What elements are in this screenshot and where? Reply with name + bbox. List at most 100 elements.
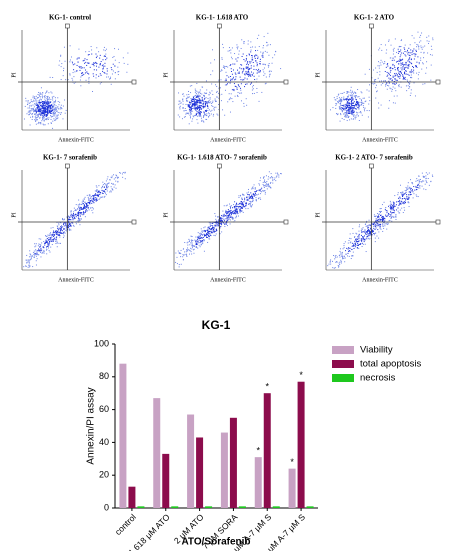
cytometry-dot	[39, 96, 41, 98]
cytometry-dot	[40, 123, 42, 125]
cytometry-dot	[375, 222, 377, 224]
cytometry-dot	[259, 197, 261, 199]
cytometry-dot	[186, 100, 188, 102]
cytometry-dot	[96, 186, 98, 188]
cytometry-dot	[72, 222, 74, 224]
cytometry-dot	[410, 92, 412, 94]
cytometry-dot	[60, 229, 62, 231]
cytometry-dot	[261, 55, 263, 57]
cytometry-dot	[248, 198, 250, 200]
cytometry-dot	[239, 208, 241, 210]
cytometry-dot	[346, 113, 348, 115]
cytometry-dot	[195, 114, 197, 116]
cytometry-dot	[397, 210, 399, 212]
cytometry-dot	[341, 107, 343, 109]
cytometry-dot	[206, 232, 208, 234]
cytometry-dot	[105, 184, 107, 186]
cytometry-dot	[228, 215, 230, 217]
cytometry-dot	[252, 72, 254, 74]
cytometry-dot	[360, 239, 362, 241]
cytometry-dot	[251, 204, 253, 206]
cytometry-dot	[423, 51, 425, 53]
cytometry-dot	[233, 211, 235, 213]
cytometry-dot	[109, 179, 111, 181]
cytometry-dot	[277, 173, 279, 175]
cytometry-dot	[382, 219, 384, 221]
cytometry-dot	[384, 220, 386, 222]
cytometry-dot	[407, 64, 409, 66]
cytometry-dot	[114, 65, 116, 67]
cytometry-dot	[46, 98, 48, 100]
cytometry-dot	[83, 198, 85, 200]
cytometry-dot	[213, 229, 215, 231]
cytometry-dot	[232, 207, 234, 209]
cytometry-dot	[221, 93, 223, 95]
cytometry-dot	[179, 102, 181, 104]
cytometry-dot	[198, 236, 200, 238]
cytometry-dot	[432, 175, 434, 177]
cytometry-dot	[93, 199, 95, 201]
cytometry-dot	[214, 98, 216, 100]
cytometry-dot	[67, 227, 69, 229]
cytometry-dot	[340, 114, 342, 116]
cytometry-dot	[225, 209, 227, 211]
cytometry-dot	[221, 220, 223, 222]
cytometry-dot	[403, 193, 405, 195]
cytometry-dot	[350, 107, 352, 109]
cytometry-dot	[198, 101, 200, 103]
cytometry-dot	[46, 111, 48, 113]
cytometry-dot	[241, 203, 243, 205]
cytometry-dot	[362, 236, 364, 238]
cytometry-dot	[79, 211, 81, 213]
cytometry-dot	[50, 101, 52, 103]
cytometry-dot	[369, 230, 371, 232]
cytometry-dot	[59, 228, 61, 230]
cytometry-dot	[53, 238, 55, 240]
cytometry-dot	[404, 50, 406, 52]
cytometry-dot	[183, 116, 185, 118]
cytometry-dot	[112, 183, 114, 185]
cytometry-dot	[86, 71, 88, 73]
cytometry-dot	[35, 109, 37, 111]
cytometry-dot	[398, 86, 400, 88]
cytometry-dot	[414, 189, 416, 191]
cytometry-dot	[199, 101, 201, 103]
cytometry-dot	[379, 227, 381, 229]
cytometry-dot	[105, 194, 107, 196]
cytometry-dot	[264, 50, 266, 52]
cytometry-dot	[229, 205, 231, 207]
cytometry-dot	[395, 209, 397, 211]
cytometry-dot	[355, 111, 357, 113]
cytometry-dot	[405, 199, 407, 201]
cytometry-dot	[29, 112, 31, 114]
cytometry-dot	[190, 116, 192, 118]
cytometry-dot	[237, 57, 239, 59]
cytometry-dot	[69, 73, 71, 75]
quadrant-handle	[217, 23, 222, 29]
cytometry-dot	[393, 50, 395, 52]
cytometry-dot	[70, 214, 72, 216]
axis-label: PI	[315, 72, 321, 77]
cytometry-dot	[69, 225, 71, 227]
cytometry-dot	[53, 233, 55, 235]
chart-title: KG-1	[202, 318, 231, 332]
cytometry-dot	[76, 70, 78, 72]
cytometry-dot	[250, 71, 252, 73]
cytometry-dot	[200, 100, 202, 102]
cytometry-dot	[53, 95, 55, 97]
cytometry-dot	[350, 95, 352, 97]
cytometry-dot	[105, 59, 107, 61]
cytometry-dot	[363, 235, 365, 237]
cytometry-dot	[187, 113, 189, 115]
cytometry-dot	[379, 74, 381, 76]
cytometry-dot	[187, 249, 189, 251]
cytometry-dot	[45, 101, 47, 103]
cytometry-dot	[96, 194, 98, 196]
cytometry-dot	[74, 71, 76, 73]
cytometry-dot	[208, 113, 210, 115]
cytometry-dot	[235, 210, 237, 212]
cytometry-dot	[353, 110, 355, 112]
cytometry-dot	[259, 70, 261, 72]
cytometry-dot	[246, 66, 248, 68]
cytometry-dot	[360, 111, 362, 113]
